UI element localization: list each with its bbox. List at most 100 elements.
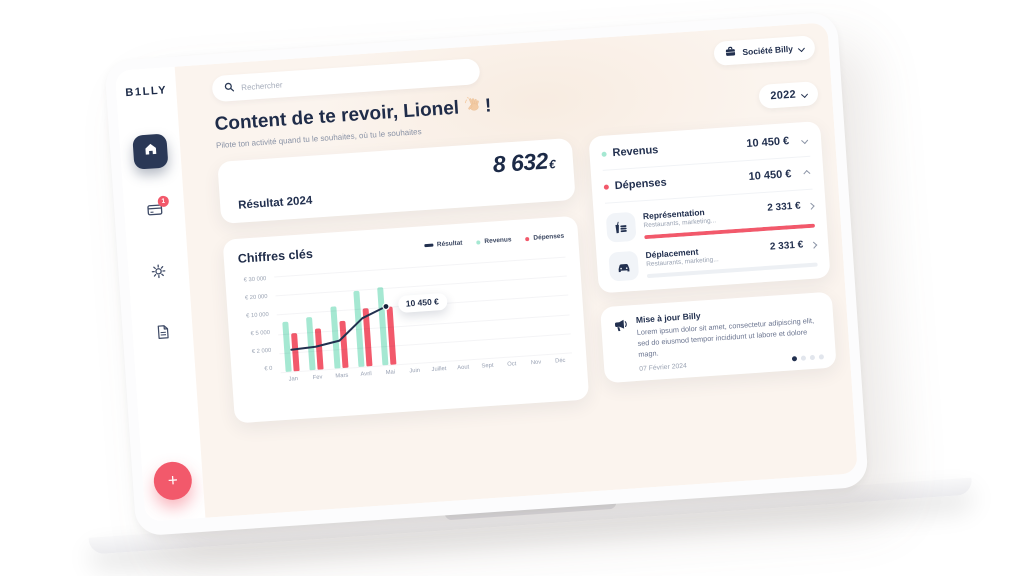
summary-rows: Revenus 10 450 € Dépenses 10 450 € <box>600 123 813 204</box>
y-tick-label: € 5 000 <box>250 329 271 338</box>
y-tick-label: € 20 000 <box>244 294 268 302</box>
credit-card-icon <box>145 201 163 224</box>
x-tick-label: Aout <box>457 364 470 372</box>
y-tick-label: € 10 000 <box>246 311 269 320</box>
chart-title: Chiffres clés <box>237 246 314 266</box>
legend-label: Revenus <box>484 236 512 246</box>
legend-item-résultat[interactable]: Résultat <box>423 239 463 250</box>
plot-area: 10 450 € <box>274 256 573 374</box>
chevron-down-icon <box>797 44 805 52</box>
result-label: Résultat 2024 <box>237 194 313 212</box>
legend-item-dépenses[interactable]: Dépenses <box>525 233 564 243</box>
plot-wrap: 10 450 € Jan Fev Mars Avril Mai Juin Juillet Ao… <box>274 256 573 384</box>
add-button[interactable]: + <box>152 460 194 502</box>
sidebar-nav: 1 <box>132 133 181 352</box>
y-tick-label: € 30 000 <box>243 276 267 284</box>
update-card: Mise à jour Billy Lorem ipsum dolor sit … <box>600 291 837 384</box>
chevron-down-icon <box>801 136 809 144</box>
app-screen: B1LLY <box>114 22 858 522</box>
legend-label: Dépenses <box>533 232 565 242</box>
briefcase-icon <box>725 44 737 63</box>
chevron-right-icon <box>807 202 815 210</box>
topbar: Société Billy <box>211 35 816 103</box>
x-tick-label: Nov <box>530 359 542 367</box>
document-icon <box>155 323 171 345</box>
search-input[interactable] <box>240 67 469 92</box>
search-icon <box>224 79 235 98</box>
chevron-up-icon <box>803 169 811 177</box>
category-dot <box>603 184 609 190</box>
search-bar[interactable] <box>211 58 481 103</box>
category-dot <box>601 151 607 157</box>
page-title: Content de te revoir, Lionel <box>214 95 492 136</box>
dashboard-grid: Résultat 2024 8 632€ Chiffres clés Résul… <box>217 120 844 515</box>
result-amount: 8 632 <box>491 147 549 178</box>
meal-icon <box>605 211 637 243</box>
x-tick-label: Juillet <box>431 365 447 373</box>
update-content: Mise à jour Billy Lorem ipsum dolor sit … <box>636 302 825 373</box>
sidebar-item-home[interactable] <box>132 133 169 170</box>
year-value: 2022 <box>769 88 797 103</box>
waving-hand-emoji <box>463 96 480 119</box>
expense-item-représentation[interactable]: Représentation Restaurants, marketing... 2… <box>605 200 816 243</box>
x-tick-label: Juin <box>409 367 421 375</box>
greeting-punctuation: ! <box>484 95 493 117</box>
expense-item-déplacement[interactable]: Déplacement Restaurants, marketing... 2 33… <box>608 239 818 282</box>
legend-item-revenus[interactable]: Revenus <box>476 236 512 245</box>
notification-badge: 1 <box>157 195 170 208</box>
update-date: 07 Février 2024 <box>639 362 688 373</box>
result-currency: € <box>548 157 556 172</box>
sidebar-item-settings[interactable] <box>141 255 177 291</box>
right-column: Revenus 10 450 € Dépenses 10 450 € Représen… <box>588 120 837 398</box>
car-icon <box>608 250 640 282</box>
app-logo: B1LLY <box>125 84 168 100</box>
expense-body: Représentation Restaurants, marketing... 2… <box>643 200 816 240</box>
y-axis-labels: € 30 000 € 20 000 € 10 000 € 5 000 € 2 000 € … <box>239 276 273 375</box>
carousel-dot-1[interactable] <box>800 355 807 361</box>
sidebar: B1LLY <box>114 66 206 522</box>
x-tick-label: Mars <box>335 372 349 380</box>
x-tick-label: Oct <box>507 361 517 368</box>
chart-legend: Résultat Revenus Dépenses <box>423 233 564 250</box>
y-tick-label: € 2 000 <box>251 347 272 356</box>
x-tick-label: Déc <box>555 357 566 365</box>
carousel-dot-2[interactable] <box>809 354 816 361</box>
sidebar-item-documents[interactable] <box>145 316 181 352</box>
main-content: Société Billy Content de te revoir, Lion… <box>174 22 858 518</box>
company-name: Société Billy <box>742 43 794 58</box>
page-header: Content de te revoir, Lionel <box>214 95 493 150</box>
sidebar-item-cards[interactable]: 1 <box>136 194 172 230</box>
expense-body: Déplacement Restaurants, marketing... 2 33… <box>645 239 818 279</box>
legend-marker <box>476 239 481 245</box>
expense-value: 2 331 € <box>769 239 804 253</box>
legend-marker <box>423 243 433 247</box>
home-icon <box>142 141 158 162</box>
x-tick-label: Sept <box>481 362 494 370</box>
x-tick-label: Jan <box>288 376 299 383</box>
expense-items: Représentation Restaurants, marketing... 2… <box>605 200 818 282</box>
gear-icon <box>150 262 167 284</box>
carousel-dot-0[interactable] <box>791 355 798 362</box>
summary-label: Dépenses <box>614 176 668 193</box>
expense-value: 2 331 € <box>766 200 801 214</box>
carousel-dot-3[interactable] <box>818 354 825 360</box>
summary-value: 10 450 € <box>746 135 790 151</box>
laptop-mockup: B1LLY <box>88 11 973 555</box>
chart-body: € 30 000 € 20 000 € 10 000 € 5 000 € 2 000 € … <box>239 256 573 386</box>
revenue-expense-card: Revenus 10 450 € Dépenses 10 450 € Représen… <box>588 120 831 294</box>
chevron-right-icon <box>810 241 818 249</box>
legend-label: Résultat <box>436 239 463 249</box>
megaphone-icon <box>613 318 632 375</box>
x-tick-label: Avril <box>360 371 372 378</box>
legend-marker <box>525 236 530 241</box>
x-tick-label: Mai <box>385 369 396 377</box>
expense-info: Représentation Restaurants, marketing... <box>643 203 769 229</box>
result-line-chart <box>290 302 390 351</box>
company-selector[interactable]: Société Billy <box>713 35 816 66</box>
x-tick-label: Fev <box>312 374 323 382</box>
carousel-dots <box>791 354 825 362</box>
summary-value: 10 450 € <box>748 168 792 183</box>
result-value: 8 632€ <box>492 147 556 178</box>
year-selector[interactable]: 2022 <box>758 81 819 110</box>
summary-label: Revenus <box>612 144 659 160</box>
